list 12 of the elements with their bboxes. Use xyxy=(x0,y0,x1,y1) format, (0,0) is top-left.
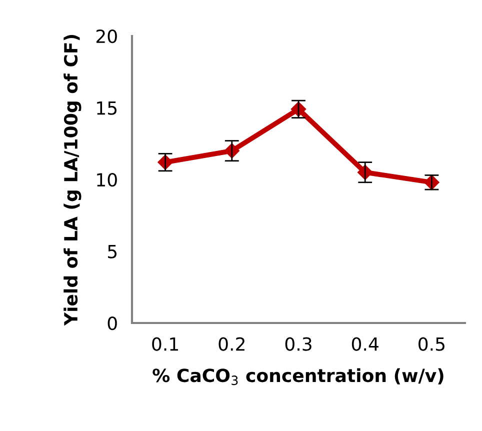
y-tick-label: 5 xyxy=(108,244,117,258)
y-tick-label: 10 xyxy=(97,172,117,187)
y-axis-title: Yield of LA (g LA/100g of CF) xyxy=(64,35,82,326)
x-axis-title: % CaCO$_{3}$ concentration (w/v) xyxy=(152,368,444,386)
x-tick-label: 0.5 xyxy=(418,337,444,351)
y-tick-label: 15 xyxy=(97,101,117,115)
x-tick-label: 0.4 xyxy=(352,337,378,351)
y-tick-label: 20 xyxy=(96,29,117,44)
x-tick-label: 0.1 xyxy=(152,337,178,351)
y-tick-label: 0 xyxy=(108,316,117,330)
x-tick-label: 0.3 xyxy=(285,337,312,351)
x-tick-label: 0.2 xyxy=(218,337,244,351)
